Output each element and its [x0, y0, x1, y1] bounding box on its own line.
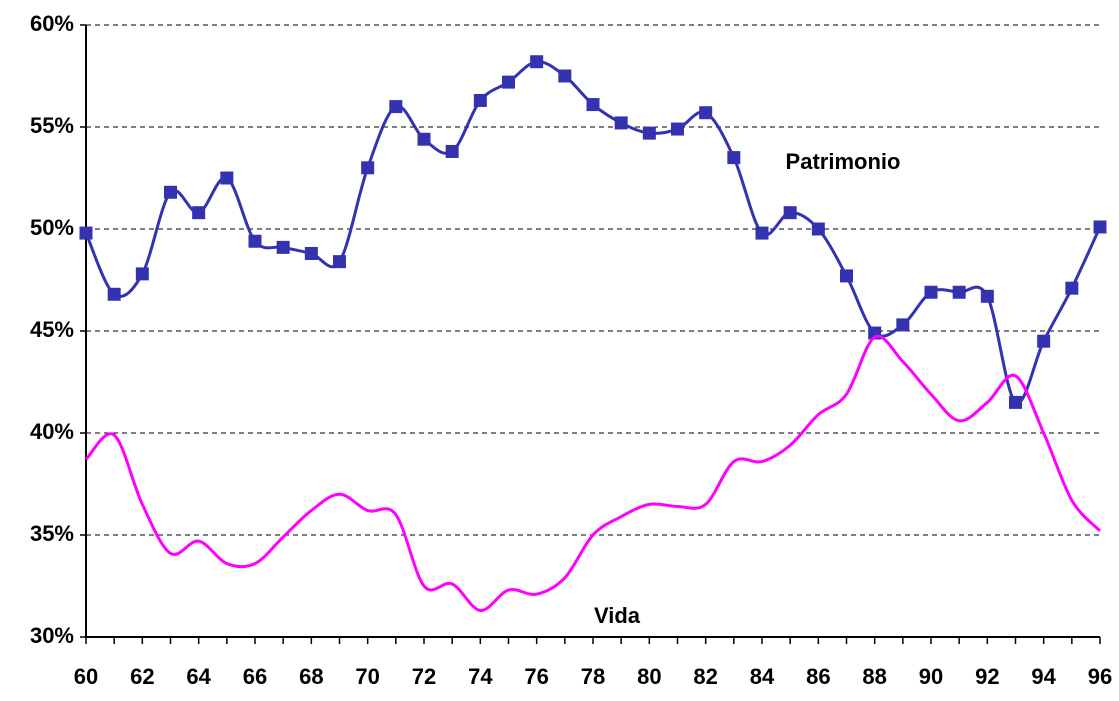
- x-tick-label: 60: [74, 664, 98, 689]
- marker: [304, 246, 318, 260]
- series-label: Patrimonio: [786, 149, 901, 174]
- marker: [671, 122, 684, 136]
- marker: [1009, 395, 1022, 409]
- line: [84, 334, 1102, 612]
- y-tick-label: 40%: [30, 419, 74, 444]
- marker: [642, 126, 656, 140]
- marker: [952, 285, 966, 299]
- marker: [276, 240, 290, 254]
- marker: [699, 106, 713, 120]
- marker: [164, 185, 177, 199]
- x-tick-label: 68: [299, 664, 323, 689]
- x-tick-label: 72: [412, 664, 436, 689]
- marker: [192, 206, 206, 220]
- x-tick-label: 80: [637, 664, 661, 689]
- x-tick-label: 76: [524, 664, 548, 689]
- marker: [586, 98, 600, 112]
- marker: [1065, 281, 1079, 295]
- x-tick-label: 78: [581, 664, 605, 689]
- x-tick-label: 86: [806, 664, 830, 689]
- marker: [980, 289, 994, 303]
- marker: [614, 116, 628, 130]
- y-tick-label: 30%: [30, 623, 74, 648]
- marker: [361, 161, 375, 175]
- marker: [924, 285, 938, 299]
- marker: [840, 269, 853, 283]
- y-tick-label: 55%: [30, 113, 74, 138]
- x-tick-label: 88: [862, 664, 886, 689]
- marker: [135, 267, 149, 281]
- x-tick-label: 74: [468, 664, 493, 689]
- x-tick-label: 90: [919, 664, 943, 689]
- x-tick-label: 92: [975, 664, 999, 689]
- series-label: Vida: [594, 603, 641, 628]
- marker: [811, 222, 825, 236]
- x-tick-label: 82: [693, 664, 717, 689]
- marker: [558, 69, 572, 83]
- x-tick-label: 62: [130, 664, 154, 689]
- marker: [530, 55, 544, 69]
- marker: [1037, 334, 1051, 348]
- marker: [107, 287, 121, 301]
- marker: [727, 151, 741, 165]
- x-tick-label: 70: [355, 664, 379, 689]
- marker: [417, 132, 431, 146]
- x-tick-label: 84: [750, 664, 775, 689]
- marker: [79, 226, 93, 240]
- marker: [445, 144, 459, 158]
- marker: [502, 75, 515, 89]
- x-tick-label: 96: [1088, 664, 1112, 689]
- marker: [755, 226, 769, 240]
- x-tick-label: 66: [243, 664, 267, 689]
- x-tick-label: 94: [1031, 664, 1056, 689]
- y-tick-label: 60%: [30, 11, 74, 36]
- line: [84, 60, 1102, 405]
- marker: [783, 206, 797, 220]
- marker: [473, 93, 487, 107]
- y-tick-label: 35%: [30, 521, 74, 546]
- marker: [1093, 220, 1107, 234]
- y-tick-label: 50%: [30, 215, 74, 240]
- marker: [248, 234, 262, 248]
- marker: [389, 100, 403, 114]
- marker: [333, 255, 346, 269]
- marker: [220, 171, 234, 185]
- y-tick-label: 45%: [30, 317, 74, 342]
- x-tick-label: 64: [186, 664, 211, 689]
- marker: [896, 318, 910, 332]
